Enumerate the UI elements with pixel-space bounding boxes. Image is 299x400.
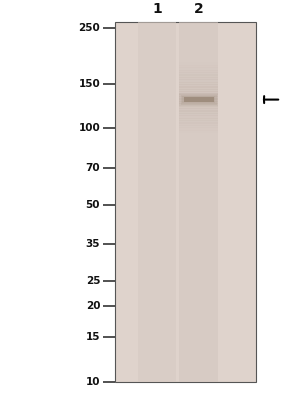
Bar (179, 86, 218, 90)
Bar (179, 122, 218, 126)
Bar (179, 70, 218, 73)
Bar (179, 106, 218, 109)
Bar (179, 96, 218, 100)
Text: 15: 15 (86, 332, 100, 342)
Bar (182, 96, 215, 103)
Bar (179, 98, 218, 102)
Bar (179, 79, 218, 83)
Bar (179, 72, 218, 76)
Text: 35: 35 (86, 239, 100, 249)
Bar (179, 91, 218, 95)
Bar (179, 77, 218, 80)
Bar (179, 62, 218, 66)
Bar (115, 22, 256, 382)
Bar (179, 115, 218, 119)
Text: 70: 70 (86, 163, 100, 173)
Bar (179, 118, 218, 121)
Text: 2: 2 (194, 2, 204, 16)
Text: 20: 20 (86, 301, 100, 311)
Bar (184, 97, 214, 102)
Text: 50: 50 (86, 200, 100, 210)
Bar (179, 103, 218, 107)
Bar (179, 67, 218, 71)
Bar (179, 101, 218, 104)
Text: 250: 250 (78, 22, 100, 32)
Bar (179, 89, 218, 92)
Text: 25: 25 (86, 276, 100, 286)
Bar (179, 65, 218, 68)
Bar (179, 127, 218, 131)
Bar (179, 74, 218, 78)
Bar (179, 22, 218, 382)
Text: 10: 10 (86, 377, 100, 387)
Text: 100: 100 (78, 124, 100, 134)
Bar (179, 94, 218, 97)
Bar (179, 82, 218, 85)
Text: 150: 150 (78, 79, 100, 89)
Bar (179, 125, 218, 128)
Bar (179, 108, 218, 112)
Bar (138, 22, 176, 382)
Bar (179, 120, 218, 124)
Bar (179, 113, 218, 116)
Text: 1: 1 (152, 2, 162, 16)
Bar (179, 110, 218, 114)
Bar (179, 93, 218, 106)
Bar (179, 130, 218, 133)
Bar (179, 84, 218, 88)
Bar (181, 94, 217, 104)
Bar (179, 132, 218, 136)
